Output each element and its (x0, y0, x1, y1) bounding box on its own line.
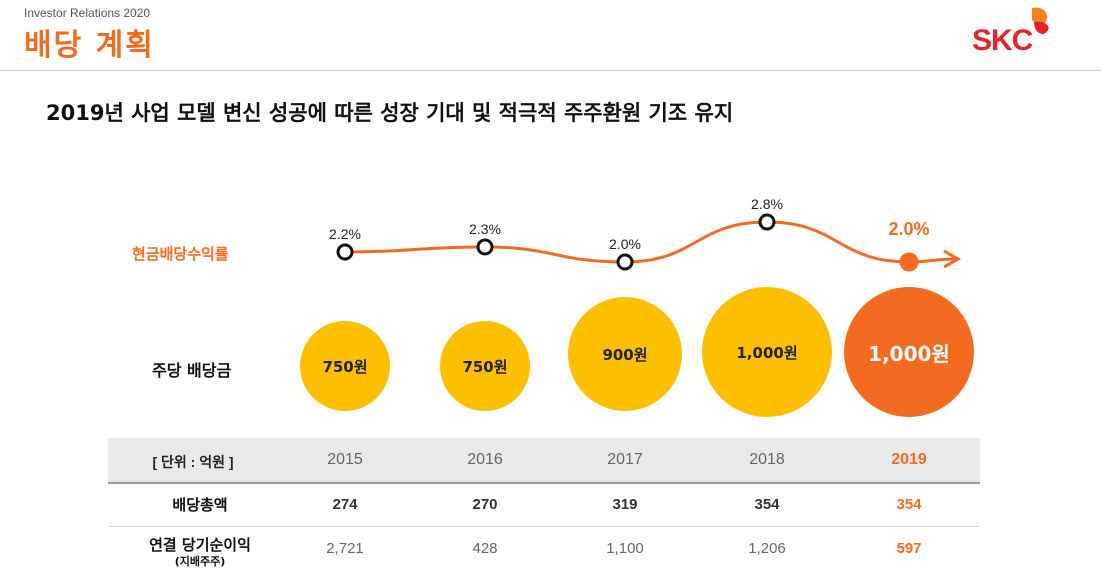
yield-label: 현금배당수익률 (132, 245, 229, 263)
year-header: 2015 (327, 451, 363, 468)
table-value: 597 (896, 540, 922, 557)
yield-point (336, 243, 354, 261)
yield-point (899, 252, 919, 272)
table-value: 428 (472, 540, 498, 557)
year-header: 2019 (891, 451, 927, 468)
table-value: 2,721 (326, 540, 364, 557)
table-value: 354 (896, 496, 922, 513)
dps-bubble: 900원 (568, 297, 682, 411)
yield-point (476, 238, 494, 256)
header-divider (0, 70, 1101, 71)
dps-bubble: 750원 (440, 321, 530, 411)
headline: 2019년 사업 모델 변신 성공에 따른 성장 기대 및 적극적 주주환원 기… (46, 101, 734, 125)
yield-value-label: 2.0% (888, 219, 929, 239)
year-header: 2017 (607, 451, 643, 468)
butterfly-icon (1032, 7, 1049, 34)
yield-line (344, 220, 956, 264)
unit-label: [ 단위 : 억원 ] (152, 454, 234, 470)
row-sublabel: (지배주주) (174, 555, 226, 568)
year-header: 2018 (749, 451, 785, 468)
table-value: 1,100 (606, 540, 644, 557)
header-subtitle: Investor Relations 2020 (24, 6, 151, 20)
row-label: 연결 당기순이익 (149, 536, 251, 554)
table-value: 1,206 (748, 540, 786, 557)
dps-bubble: 750원 (300, 321, 390, 411)
yield-point (758, 213, 776, 231)
page-title: 배당 계획 (24, 28, 155, 63)
year-header: 2016 (467, 451, 503, 468)
table-value: 354 (754, 496, 780, 513)
yield-point (616, 253, 634, 271)
yield-value-label: 2.3% (469, 221, 501, 237)
table-header-row (108, 438, 980, 484)
yield-value-label: 2.8% (751, 196, 783, 212)
table-row-divider (108, 526, 980, 527)
table-value: 270 (472, 496, 498, 513)
table-value: 274 (332, 496, 358, 513)
row-label: 배당총액 (172, 496, 228, 514)
logo-text: SKC (972, 24, 1033, 57)
yield-value-label: 2.0% (609, 236, 641, 252)
table-value: 319 (612, 496, 638, 513)
dps-bubble: 1,000원 (702, 287, 832, 417)
skc-logo: SKC (970, 2, 1080, 62)
dps-label: 주당 배당금 (152, 361, 232, 380)
dps-bubble: 1,000원 (844, 287, 974, 417)
arrow-right-icon (943, 249, 962, 269)
yield-value-label: 2.2% (329, 226, 361, 242)
